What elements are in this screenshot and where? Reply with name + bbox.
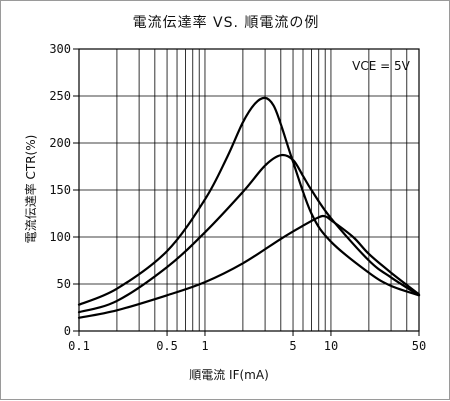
y-tick-label: 250 <box>49 89 71 103</box>
series-lines <box>77 96 421 319</box>
y-tick-label: 100 <box>49 230 71 244</box>
y-tick-label: 300 <box>49 42 71 56</box>
tick-marks <box>73 48 420 336</box>
vce-annotation: VCE = 5V <box>352 59 410 73</box>
x-tick-label: 0.5 <box>156 339 178 353</box>
y-tick-label: 200 <box>49 136 71 150</box>
y-tick-label: 50 <box>57 277 71 291</box>
grid-lines <box>79 49 419 331</box>
x-tick-label: 10 <box>324 339 338 353</box>
y-tick-labels: 0 50 100 150 200 250 300 <box>49 42 71 338</box>
x-tick-label: 0.1 <box>68 339 90 353</box>
x-tick-label: 5 <box>289 339 296 353</box>
y-tick-label: 0 <box>64 324 71 338</box>
x-tick-label: 1 <box>201 339 208 353</box>
x-tick-label: 50 <box>412 339 426 353</box>
x-axis-title: 順電流 IF(mA) <box>189 368 269 382</box>
ctr-curve-2 <box>77 153 421 314</box>
y-axis-title: 電流伝達率 CTR(%) <box>23 135 38 244</box>
ctr-curve-3 <box>77 214 421 319</box>
y-tick-label: 150 <box>49 183 71 197</box>
x-tick-labels: 0.1 0.5 1 5 10 50 <box>68 339 426 353</box>
ctr-curve-1 <box>77 96 421 306</box>
chart-title: 電流伝達率 VS. 順電流の例 <box>133 14 320 31</box>
